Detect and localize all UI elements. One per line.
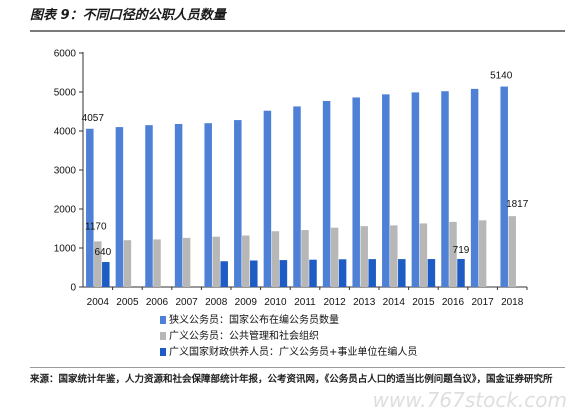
bar-series-2 bbox=[478, 220, 487, 287]
x-tick-label: 2008 bbox=[205, 297, 228, 308]
legend-swatch-1 bbox=[160, 316, 166, 324]
legend-label-3: 广义国家财政供养人员：广义公务员+事业单位在编人员 bbox=[169, 345, 417, 358]
x-tick-label: 2016 bbox=[442, 297, 465, 308]
bar-series-1 bbox=[174, 123, 183, 287]
x-tick-label: 2014 bbox=[383, 297, 406, 308]
x-tick-label: 2009 bbox=[235, 297, 258, 308]
bar-series-2 bbox=[212, 236, 220, 287]
bar-series-1 bbox=[500, 86, 508, 287]
data-label: 1817 bbox=[506, 199, 529, 210]
data-label: 5140 bbox=[490, 71, 513, 82]
bar-series-1 bbox=[234, 120, 242, 287]
bar-series-1 bbox=[115, 127, 124, 287]
bar-series-3 bbox=[427, 259, 436, 287]
bar-series-1 bbox=[86, 128, 94, 287]
bar-series-1 bbox=[263, 110, 272, 287]
bar-series-3 bbox=[102, 262, 110, 287]
bar-series-2 bbox=[508, 216, 516, 287]
x-tick-label: 2018 bbox=[501, 297, 524, 308]
chart-legend: 狭义公务员：国家公布在编公务员数量广义公务员：公共管理和社会组织广义国家财政供养… bbox=[160, 313, 417, 358]
legend-swatch-2 bbox=[160, 332, 166, 340]
bar-series-1 bbox=[441, 91, 449, 287]
bar-series-3 bbox=[279, 260, 288, 287]
source-note: 来源：国家统计年鉴，人力资源和社会保障部统计年报，公考资讯网，《公务员占人口的适… bbox=[30, 374, 553, 385]
bar-series-3 bbox=[398, 259, 406, 287]
y-tick-label: 1000 bbox=[54, 244, 77, 255]
legend-swatch-3 bbox=[160, 348, 166, 356]
x-tick-label: 2013 bbox=[353, 297, 376, 308]
bar-series-2 bbox=[242, 235, 250, 287]
legend-label-1: 狭义公务员：国家公布在编公务员数量 bbox=[169, 313, 339, 326]
x-tick-label: 2017 bbox=[471, 297, 494, 308]
bar-series-2 bbox=[419, 223, 428, 287]
bar-series-2 bbox=[182, 237, 191, 287]
data-label: 640 bbox=[94, 247, 111, 258]
x-tick-label: 2011 bbox=[294, 297, 316, 308]
watermark: www.767stock.com bbox=[372, 388, 567, 412]
y-tick-label: 6000 bbox=[54, 49, 77, 60]
y-tick-label: 3000 bbox=[54, 166, 77, 177]
data-label: 4057 bbox=[82, 113, 105, 124]
bar-series-2 bbox=[301, 230, 309, 287]
bar-series-1 bbox=[470, 88, 479, 287]
y-tick-label: 4000 bbox=[54, 127, 77, 138]
chart-bars bbox=[86, 86, 516, 288]
bar-series-2 bbox=[390, 225, 398, 287]
x-tick-label: 2004 bbox=[87, 297, 110, 308]
chart-title: 图表 9：不同口径的公职人员数量 bbox=[30, 8, 226, 23]
bar-series-1 bbox=[352, 97, 360, 288]
bar-chart: 0 1000 2000 3000 4000 5000 6000 2004 2005 2006 200… bbox=[54, 49, 529, 359]
bar-series-3 bbox=[338, 259, 347, 287]
bar-series-2 bbox=[330, 227, 339, 287]
bar-series-3 bbox=[220, 261, 228, 287]
bar-series-3 bbox=[368, 259, 376, 287]
bar-series-3 bbox=[309, 259, 317, 287]
bar-series-1 bbox=[204, 123, 212, 287]
bar-series-2 bbox=[449, 221, 457, 287]
source-rule bbox=[30, 367, 565, 368]
y-tick-label: 5000 bbox=[54, 88, 77, 99]
title-rule bbox=[30, 30, 565, 32]
x-tick-label: 2010 bbox=[264, 297, 287, 308]
data-label: 719 bbox=[453, 245, 470, 256]
x-tick-label: 2007 bbox=[175, 297, 198, 308]
bar-series-1 bbox=[411, 92, 420, 287]
x-tick-label: 2005 bbox=[116, 297, 139, 308]
bar-series-1 bbox=[322, 100, 331, 287]
bar-series-2 bbox=[153, 239, 161, 287]
x-tick-label: 2012 bbox=[323, 297, 346, 308]
bar-series-2 bbox=[360, 226, 368, 287]
x-tick-label: 2006 bbox=[146, 297, 169, 308]
data-label: 1170 bbox=[85, 221, 107, 232]
bar-series-1 bbox=[382, 94, 390, 287]
bar-series-2 bbox=[271, 231, 280, 287]
bar-series-1 bbox=[293, 106, 301, 288]
bar-series-2 bbox=[94, 241, 102, 287]
bar-series-3 bbox=[250, 260, 258, 287]
x-tick-label: 2015 bbox=[412, 297, 435, 308]
bar-series-2 bbox=[123, 240, 132, 287]
bar-series-1 bbox=[145, 125, 153, 288]
legend-label-2: 广义公务员：公共管理和社会组织 bbox=[169, 329, 319, 342]
chart-data-labels: 4057 1170 640 5140 1817 719 bbox=[82, 71, 529, 258]
y-tick-label: 0 bbox=[70, 283, 76, 294]
bar-series-3 bbox=[457, 258, 465, 287]
y-tick-label: 2000 bbox=[54, 205, 77, 216]
